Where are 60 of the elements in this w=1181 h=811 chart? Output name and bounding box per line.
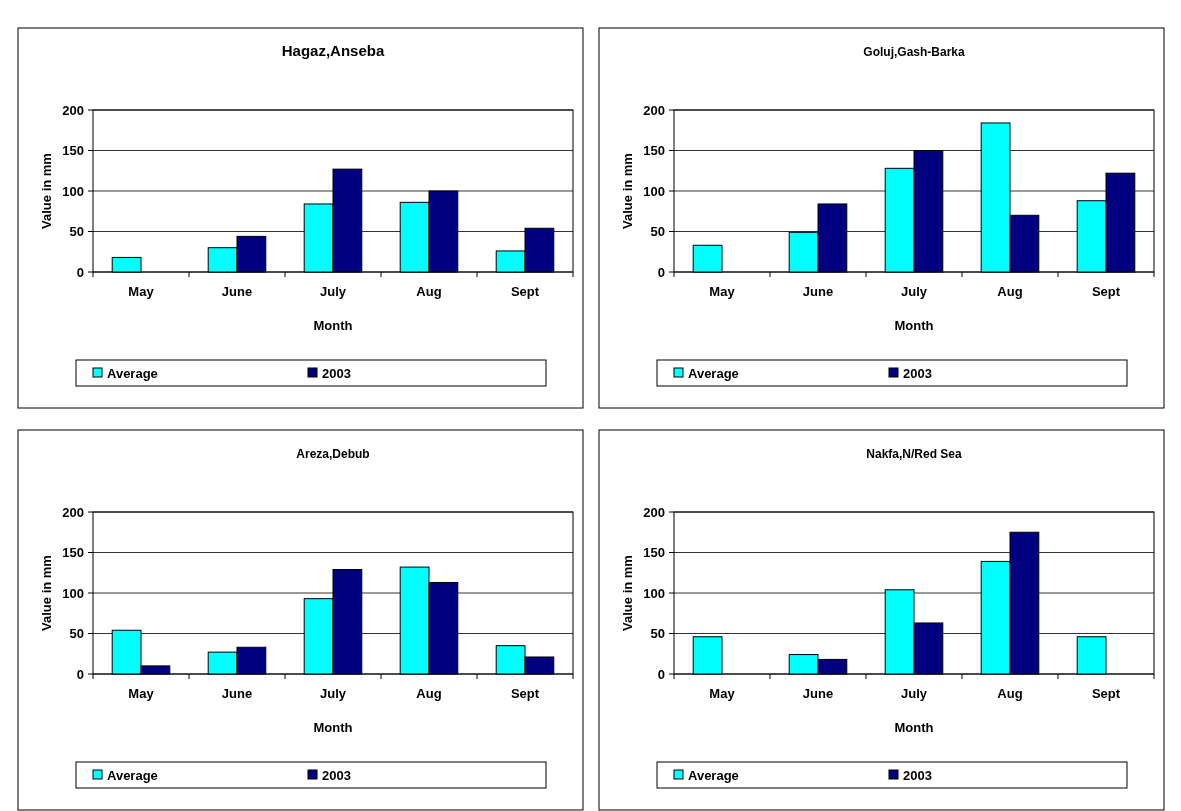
chart-title: Areza,Debub xyxy=(296,447,370,461)
y-tick-label: 50 xyxy=(650,626,665,642)
x-tick-label: July xyxy=(319,686,347,701)
legend-label: 2003 xyxy=(903,365,932,381)
x-tick-label: Sept xyxy=(1091,284,1121,299)
y-tick-label: 0 xyxy=(76,264,84,280)
x-tick-label: July xyxy=(319,284,347,299)
y-tick-label: 150 xyxy=(643,545,665,561)
y-axis-title: Value in mm xyxy=(39,153,54,229)
legend-label: 2003 xyxy=(322,767,351,783)
x-tick-label: Aug xyxy=(997,284,1023,299)
y-tick-label: 200 xyxy=(643,504,665,520)
x-tick-label: June xyxy=(802,686,834,701)
x-tick-label: Aug xyxy=(416,686,442,701)
legend-label: Average xyxy=(688,365,739,381)
chart-title: Nakfa,N/Red Sea xyxy=(866,447,963,461)
x-tick-label: July xyxy=(900,284,928,299)
x-tick-label: May xyxy=(128,284,155,299)
x-tick-label: Sept xyxy=(1091,686,1121,701)
y-tick-label: 200 xyxy=(62,504,84,520)
y-tick-label: 0 xyxy=(657,264,665,280)
y-tick-label: 150 xyxy=(62,545,84,561)
x-axis-title: Month xyxy=(313,720,353,735)
legend-label: 2003 xyxy=(322,365,351,381)
y-tick-label: 200 xyxy=(62,102,84,118)
y-axis-title: Value in mm xyxy=(620,153,635,229)
x-tick-label: June xyxy=(221,284,253,299)
y-tick-label: 150 xyxy=(643,143,665,159)
y-tick-label: 100 xyxy=(643,183,665,199)
y-tick-label: 0 xyxy=(657,666,665,682)
legend-label: Average xyxy=(107,767,158,783)
x-tick-label: Aug xyxy=(416,284,442,299)
y-tick-label: 150 xyxy=(62,143,84,159)
y-tick-label: 100 xyxy=(62,183,84,199)
x-tick-label: Sept xyxy=(510,284,540,299)
y-tick-label: 100 xyxy=(62,585,84,601)
x-tick-label: July xyxy=(900,686,928,701)
y-tick-label: 50 xyxy=(69,626,84,642)
x-tick-label: June xyxy=(221,686,253,701)
x-tick-label: Sept xyxy=(510,686,540,701)
legend-label: Average xyxy=(688,767,739,783)
x-axis-title: Month xyxy=(894,720,934,735)
x-tick-label: May xyxy=(128,686,155,701)
y-tick-label: 0 xyxy=(76,666,84,682)
y-tick-label: 100 xyxy=(643,585,665,601)
y-tick-label: 50 xyxy=(650,224,665,240)
x-axis-title: Month xyxy=(894,318,934,333)
x-tick-label: May xyxy=(709,686,736,701)
y-axis-title: Value in mm xyxy=(39,555,54,631)
x-tick-label: June xyxy=(802,284,834,299)
chart-title: Goluj,Gash-Barka xyxy=(863,45,965,59)
legend-label: Average xyxy=(107,365,158,381)
x-tick-label: Aug xyxy=(997,686,1023,701)
chart-title: Hagaz,Anseba xyxy=(281,42,385,59)
x-axis-title: Month xyxy=(313,318,353,333)
y-axis-title: Value in mm xyxy=(620,555,635,631)
y-tick-label: 200 xyxy=(643,102,665,118)
legend-label: 2003 xyxy=(903,767,932,783)
x-tick-label: May xyxy=(709,284,736,299)
y-tick-label: 50 xyxy=(69,224,84,240)
